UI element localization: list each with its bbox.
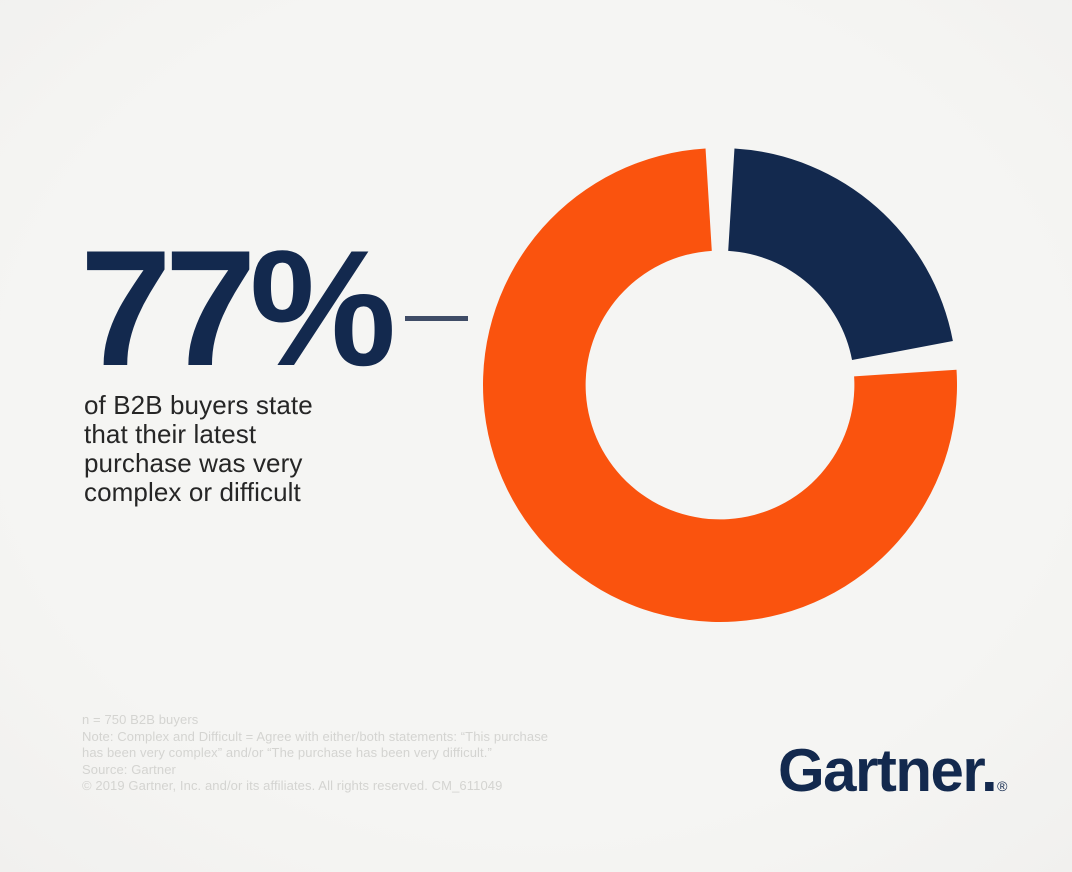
footnote-note-line1: Note: Complex and Difficult = Agree with… (82, 728, 549, 744)
donut-chart (483, 148, 957, 622)
stat-description-line: of B2B buyers state (84, 390, 313, 420)
stat-description-line: that their latest (84, 419, 257, 449)
gartner-logo-text: Gartner (778, 737, 982, 804)
stat-description-line: complex or difficult (84, 477, 301, 507)
gartner-logo: Gartner.® (778, 736, 1007, 805)
gartner-logo-period: . (980, 737, 998, 804)
registered-trademark-icon: ® (997, 778, 1008, 794)
donut-segment-23pct (728, 148, 953, 361)
footnote-sample-size: n = 750 B2B buyers (82, 712, 199, 727)
stat-value: 77% (80, 216, 396, 400)
footnote-copyright: © 2019 Gartner, Inc. and/or its affiliat… (82, 778, 503, 793)
footnote-source: Source: Gartner (82, 761, 176, 777)
footnotes: n = 750 B2B buyers Note: Complex and Dif… (82, 712, 548, 795)
footnote-note-line2: has been very complex” and/or “The purch… (82, 745, 492, 760)
stat-description-line: purchase was very (84, 448, 303, 478)
stat-description: of B2B buyers state that their latest pu… (84, 391, 313, 507)
donut-segment-77pct (483, 148, 957, 622)
connector-dash (405, 316, 468, 321)
